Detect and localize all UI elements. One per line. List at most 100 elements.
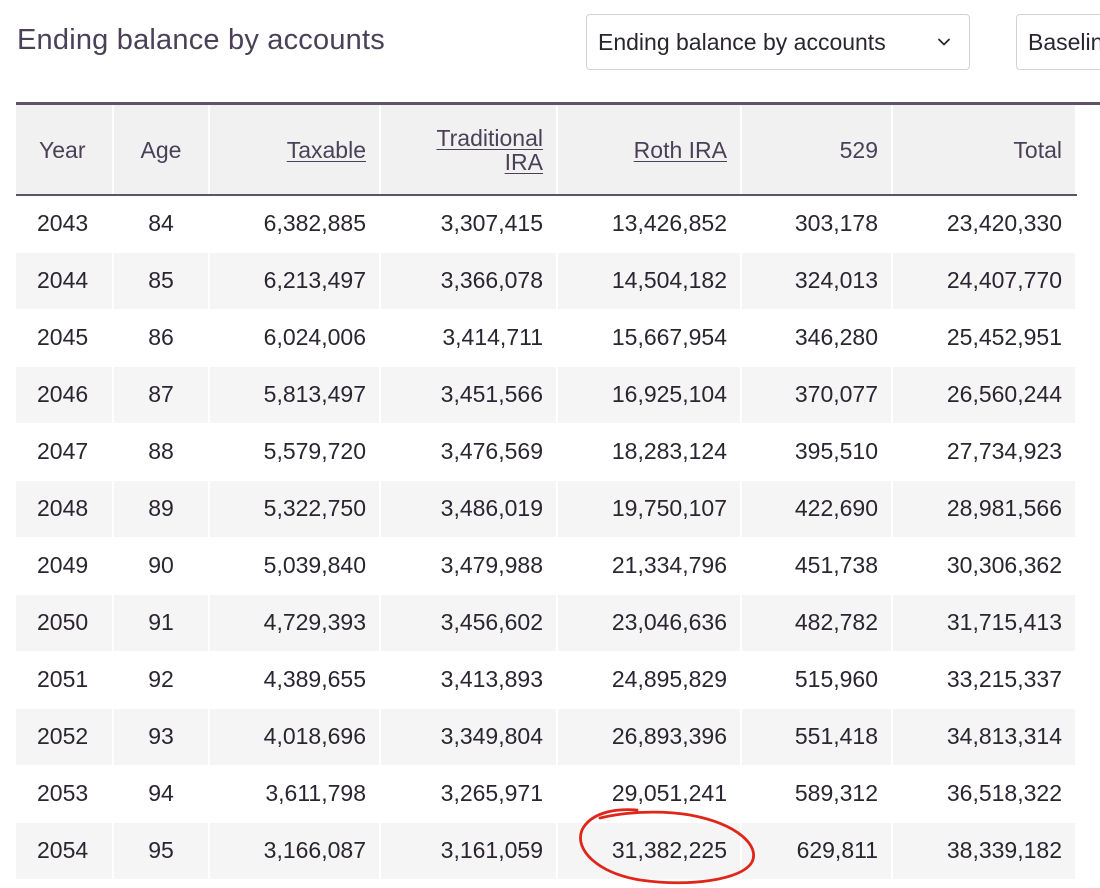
view-select[interactable]: Ending balance by accounts [586,14,970,70]
taxable-cell: 6,382,885 [209,195,381,253]
table-row: 2047 88 5,579,720 3,476,569 18,283,124 395,51… [16,423,1077,481]
age-cell: 91 [113,594,210,652]
traditional-ira-cell: 3,413,893 [380,651,558,709]
balance-table-container: Year Age Taxable Traditional IRA Roth IRA… [16,102,1100,880]
roth-ira-cell: 15,667,954 [557,309,742,367]
year-cell: 2048 [16,480,114,538]
total-cell: 36,518,322 [892,765,1077,823]
roth-ira-cell: 14,504,182 [557,252,742,310]
year-cell: 2053 [16,765,114,823]
year-cell: 2047 [16,423,114,481]
column-header-year[interactable]: Year [16,105,114,196]
year-cell: 2054 [16,822,114,880]
age-cell: 85 [113,252,210,310]
taxable-cell: 6,024,006 [209,309,381,367]
roth-ira-cell: 18,283,124 [557,423,742,481]
chevron-down-icon [938,38,950,46]
traditional-ira-cell: 3,486,019 [380,480,558,538]
traditional-ira-cell: 3,307,415 [380,195,558,253]
year-cell: 2052 [16,708,114,766]
five29-cell: 395,510 [741,423,893,481]
scenario-select[interactable]: Baselin [1016,14,1100,70]
taxable-cell: 4,729,393 [209,594,381,652]
table-body: 2043 84 6,382,885 3,307,415 13,426,852 303,17… [16,195,1077,880]
five29-cell: 303,178 [741,195,893,253]
column-header-taxable[interactable]: Taxable [209,105,381,196]
table-row: 2054 95 3,166,087 3,161,059 31,382,225 629,81… [16,822,1077,880]
roth-ira-cell: 21,334,796 [557,537,742,595]
table-row: 2046 87 5,813,497 3,451,566 16,925,104 370,07… [16,366,1077,424]
traditional-ira-cell: 3,414,711 [380,309,558,367]
scenario-select-value: Baselin [1028,28,1100,55]
five29-cell: 422,690 [741,480,893,538]
column-header-traditional-ira[interactable]: Traditional IRA [380,105,558,196]
column-header-529[interactable]: 529 [741,105,893,196]
age-cell: 94 [113,765,210,823]
five29-cell: 324,013 [741,252,893,310]
taxable-cell: 6,213,497 [209,252,381,310]
roth-ira-cell: 19,750,107 [557,480,742,538]
traditional-ira-cell: 3,349,804 [380,708,558,766]
taxable-cell: 4,018,696 [209,708,381,766]
taxable-cell: 5,579,720 [209,423,381,481]
total-cell: 30,306,362 [892,537,1077,595]
table-row: 2051 92 4,389,655 3,413,893 24,895,829 515,96… [16,651,1077,709]
taxable-cell: 5,322,750 [209,480,381,538]
roth-ira-cell: 26,893,396 [557,708,742,766]
age-cell: 87 [113,366,210,424]
total-cell: 34,813,314 [892,708,1077,766]
column-header-roth-ira[interactable]: Roth IRA [557,105,742,196]
roth-ira-cell: 24,895,829 [557,651,742,709]
total-cell: 26,560,244 [892,366,1077,424]
column-header-age[interactable]: Age [113,105,210,196]
total-cell: 23,420,330 [892,195,1077,253]
total-cell: 28,981,566 [892,480,1077,538]
column-header-traditional-line2[interactable]: IRA [504,148,543,175]
total-cell: 31,715,413 [892,594,1077,652]
table-row: 2049 90 5,039,840 3,479,988 21,334,796 451,73… [16,537,1077,595]
total-cell: 25,452,951 [892,309,1077,367]
traditional-ira-cell: 3,161,059 [380,822,558,880]
balance-table: Year Age Taxable Traditional IRA Roth IRA… [16,105,1077,880]
total-cell: 27,734,923 [892,423,1077,481]
roth-ira-cell: 29,051,241 [557,765,742,823]
age-cell: 86 [113,309,210,367]
traditional-ira-cell: 3,451,566 [380,366,558,424]
table-row: 2043 84 6,382,885 3,307,415 13,426,852 303,17… [16,195,1077,253]
five29-cell: 515,960 [741,651,893,709]
roth-ira-cell: 16,925,104 [557,366,742,424]
taxable-cell: 5,813,497 [209,366,381,424]
age-cell: 88 [113,423,210,481]
taxable-cell: 4,389,655 [209,651,381,709]
column-header-total[interactable]: Total [892,105,1077,196]
table-row: 2050 91 4,729,393 3,456,602 23,046,636 482,78… [16,594,1077,652]
roth-ira-cell: 31,382,225 [557,822,742,880]
age-cell: 84 [113,195,210,253]
age-cell: 95 [113,822,210,880]
age-cell: 93 [113,708,210,766]
year-cell: 2045 [16,309,114,367]
year-cell: 2049 [16,537,114,595]
traditional-ira-cell: 3,479,988 [380,537,558,595]
taxable-cell: 3,611,798 [209,765,381,823]
taxable-cell: 5,039,840 [209,537,381,595]
traditional-ira-cell: 3,476,569 [380,423,558,481]
year-cell: 2044 [16,252,114,310]
view-select-value: Ending balance by accounts [598,28,886,55]
table-row: 2045 86 6,024,006 3,414,711 15,667,954 346,28… [16,309,1077,367]
five29-cell: 370,077 [741,366,893,424]
roth-ira-cell: 23,046,636 [557,594,742,652]
five29-cell: 451,738 [741,537,893,595]
year-cell: 2046 [16,366,114,424]
five29-cell: 482,782 [741,594,893,652]
column-header-taxable-label[interactable]: Taxable [286,136,366,163]
column-header-roth-label[interactable]: Roth IRA [633,136,727,163]
year-cell: 2050 [16,594,114,652]
table-row: 2048 89 5,322,750 3,486,019 19,750,107 422,69… [16,480,1077,538]
year-cell: 2043 [16,195,114,253]
column-header-traditional-line1[interactable]: Traditional [436,124,543,151]
traditional-ira-cell: 3,456,602 [380,594,558,652]
five29-cell: 346,280 [741,309,893,367]
table-row: 2053 94 3,611,798 3,265,971 29,051,241 589,31… [16,765,1077,823]
total-cell: 38,339,182 [892,822,1077,880]
